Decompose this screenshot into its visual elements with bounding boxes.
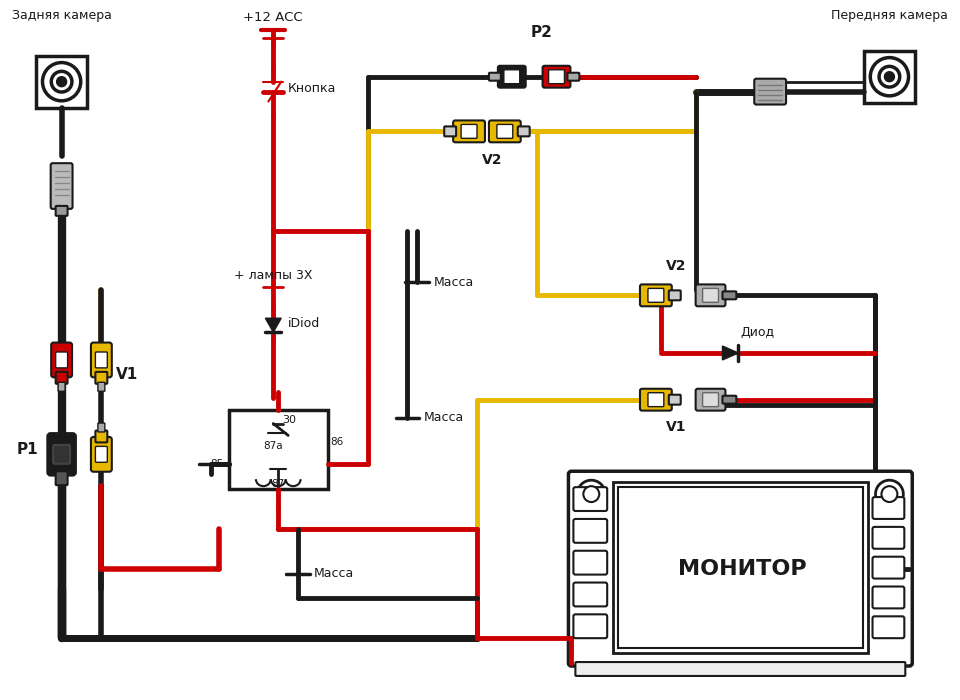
FancyBboxPatch shape	[613, 482, 868, 653]
FancyBboxPatch shape	[91, 342, 111, 377]
FancyBboxPatch shape	[573, 519, 607, 543]
Text: V1: V1	[665, 419, 686, 433]
FancyBboxPatch shape	[51, 163, 73, 209]
Polygon shape	[723, 346, 738, 360]
Text: 86: 86	[330, 438, 343, 447]
Text: 85: 85	[210, 459, 224, 469]
FancyBboxPatch shape	[873, 527, 904, 549]
FancyBboxPatch shape	[648, 393, 663, 407]
Text: 87а: 87а	[263, 442, 283, 452]
FancyBboxPatch shape	[873, 556, 904, 579]
FancyBboxPatch shape	[56, 352, 67, 368]
FancyBboxPatch shape	[95, 447, 108, 462]
FancyBboxPatch shape	[703, 393, 718, 407]
Text: Передняя камера: Передняя камера	[831, 9, 948, 22]
FancyBboxPatch shape	[56, 471, 67, 485]
FancyBboxPatch shape	[56, 372, 67, 384]
Text: + лампы 3Х: + лампы 3Х	[234, 270, 313, 282]
FancyBboxPatch shape	[91, 437, 111, 472]
FancyBboxPatch shape	[567, 73, 580, 80]
Circle shape	[577, 480, 605, 508]
Circle shape	[584, 486, 599, 502]
FancyBboxPatch shape	[95, 430, 108, 442]
FancyBboxPatch shape	[640, 389, 672, 411]
FancyBboxPatch shape	[573, 615, 607, 638]
FancyBboxPatch shape	[489, 73, 501, 80]
FancyBboxPatch shape	[228, 410, 328, 489]
FancyBboxPatch shape	[548, 70, 564, 84]
FancyBboxPatch shape	[573, 551, 607, 575]
FancyBboxPatch shape	[755, 78, 786, 104]
FancyBboxPatch shape	[98, 423, 105, 432]
Text: P1: P1	[17, 442, 38, 457]
Text: V2: V2	[665, 260, 686, 274]
FancyBboxPatch shape	[669, 395, 681, 405]
FancyBboxPatch shape	[873, 497, 904, 519]
Circle shape	[51, 71, 72, 92]
Text: Диод: Диод	[740, 326, 775, 339]
Circle shape	[879, 66, 900, 87]
Text: Масса: Масса	[433, 276, 473, 289]
Polygon shape	[265, 318, 281, 332]
FancyBboxPatch shape	[575, 662, 905, 676]
FancyBboxPatch shape	[59, 382, 65, 391]
Circle shape	[42, 62, 81, 101]
FancyBboxPatch shape	[573, 582, 607, 606]
FancyBboxPatch shape	[98, 382, 105, 391]
Text: МОНИТОР: МОНИТОР	[678, 559, 806, 579]
Text: 30: 30	[282, 414, 297, 425]
FancyBboxPatch shape	[95, 372, 108, 384]
Text: V2: V2	[482, 153, 502, 167]
FancyBboxPatch shape	[696, 389, 726, 411]
FancyBboxPatch shape	[873, 616, 904, 638]
FancyBboxPatch shape	[51, 342, 72, 377]
Text: V1: V1	[116, 368, 138, 382]
Circle shape	[876, 480, 903, 508]
Circle shape	[881, 486, 898, 502]
FancyBboxPatch shape	[56, 206, 67, 216]
FancyBboxPatch shape	[95, 352, 108, 368]
FancyBboxPatch shape	[573, 487, 607, 511]
FancyBboxPatch shape	[36, 56, 87, 108]
Text: P2: P2	[531, 25, 553, 40]
FancyBboxPatch shape	[864, 51, 915, 103]
FancyBboxPatch shape	[703, 288, 718, 302]
Text: +12 ACC: +12 ACC	[244, 11, 303, 24]
FancyBboxPatch shape	[568, 471, 912, 666]
Text: Масса: Масса	[314, 567, 354, 580]
Circle shape	[871, 57, 908, 96]
FancyBboxPatch shape	[53, 445, 70, 464]
FancyBboxPatch shape	[504, 70, 519, 84]
FancyBboxPatch shape	[497, 125, 513, 139]
FancyBboxPatch shape	[648, 288, 663, 302]
Text: Кнопка: Кнопка	[288, 82, 337, 95]
FancyBboxPatch shape	[453, 120, 485, 142]
FancyBboxPatch shape	[723, 395, 736, 404]
FancyBboxPatch shape	[618, 487, 863, 648]
FancyBboxPatch shape	[640, 284, 672, 307]
Text: iDiod: iDiod	[288, 316, 321, 330]
FancyBboxPatch shape	[48, 433, 76, 475]
Text: Масса: Масса	[423, 411, 464, 424]
FancyBboxPatch shape	[696, 284, 726, 307]
FancyBboxPatch shape	[498, 66, 526, 88]
FancyBboxPatch shape	[517, 127, 530, 136]
Text: Задняя камера: Задняя камера	[12, 9, 111, 22]
FancyBboxPatch shape	[723, 291, 736, 300]
FancyBboxPatch shape	[873, 587, 904, 608]
FancyBboxPatch shape	[669, 290, 681, 300]
Circle shape	[885, 72, 894, 81]
Text: 87: 87	[272, 480, 285, 489]
Circle shape	[57, 77, 66, 86]
FancyBboxPatch shape	[489, 120, 520, 142]
FancyBboxPatch shape	[444, 127, 456, 136]
FancyBboxPatch shape	[542, 66, 570, 88]
FancyBboxPatch shape	[461, 125, 477, 139]
